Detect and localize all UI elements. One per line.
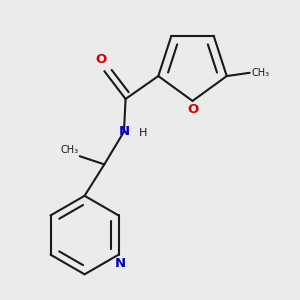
Text: O: O: [187, 103, 198, 116]
Text: N: N: [115, 257, 126, 270]
Text: CH₃: CH₃: [251, 68, 269, 78]
Text: CH₃: CH₃: [60, 145, 78, 154]
Text: H: H: [139, 128, 147, 138]
Text: O: O: [95, 53, 107, 66]
Text: N: N: [118, 125, 130, 138]
